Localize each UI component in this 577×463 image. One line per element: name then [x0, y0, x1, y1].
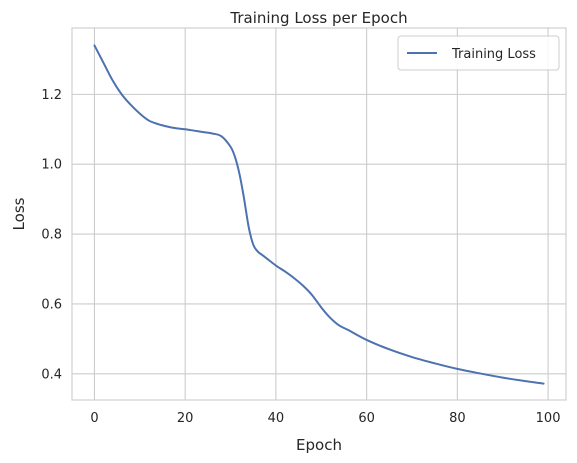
x-tick-label: 20 [177, 411, 194, 426]
grid-lines [72, 28, 566, 400]
data-point [346, 328, 351, 333]
data-point [432, 361, 437, 366]
y-axis-label: Loss [10, 197, 28, 230]
data-point [155, 122, 160, 127]
data-point [328, 315, 333, 320]
data-point [523, 379, 528, 384]
data-point [255, 249, 260, 254]
data-point [165, 124, 170, 129]
data-point [101, 60, 106, 65]
x-tick-label: 40 [268, 411, 285, 426]
data-point [119, 92, 124, 97]
data-point [174, 126, 179, 131]
data-point [201, 130, 206, 135]
data-point [409, 355, 414, 360]
data-point [128, 102, 133, 107]
y-tick-label: 1.0 [41, 158, 62, 173]
data-point [219, 134, 224, 139]
x-axis-label: Epoch [296, 436, 342, 454]
data-point [273, 263, 278, 268]
y-tick-label: 0.6 [41, 297, 62, 312]
data-point [292, 276, 297, 281]
y-tick-label: 0.8 [41, 228, 62, 243]
x-tick-label: 100 [536, 411, 561, 426]
series-group [92, 43, 546, 386]
data-point [387, 347, 392, 352]
data-point [233, 155, 238, 160]
legend: Training Loss [397, 35, 560, 71]
data-point [237, 172, 242, 177]
chart-title: Training Loss per Epoch [229, 9, 407, 27]
data-point [478, 371, 483, 376]
data-point [251, 242, 256, 247]
data-point [110, 78, 115, 83]
y-tick-label: 0.4 [41, 367, 62, 382]
x-tick-label: 80 [449, 411, 466, 426]
data-point [260, 253, 265, 258]
data-point [228, 144, 233, 149]
data-point [310, 293, 315, 298]
data-point [319, 305, 324, 310]
data-point [541, 381, 546, 386]
y-tick-label: 1.2 [41, 88, 62, 103]
plot-frame [71, 27, 567, 401]
data-point [301, 283, 306, 288]
data-point [500, 375, 505, 380]
data-point [137, 111, 142, 116]
series-line-training-loss [93, 44, 545, 385]
data-point [146, 118, 151, 123]
data-point [337, 323, 342, 328]
data-point [242, 197, 247, 202]
data-point [282, 269, 287, 274]
x-tick-label: 60 [358, 411, 375, 426]
x-tick-labels: 0 20 40 60 80 100 [90, 411, 560, 426]
x-tick-label: 0 [90, 411, 98, 426]
data-point [192, 128, 197, 133]
data-point [92, 43, 97, 48]
data-point [455, 366, 460, 371]
data-point [246, 225, 251, 230]
legend-box [397, 35, 560, 71]
data-point [264, 256, 269, 261]
data-point [210, 131, 215, 136]
data-point [364, 337, 369, 342]
data-point [183, 127, 188, 132]
legend-label-training-loss: Training Loss [451, 47, 536, 62]
y-tick-labels: 0.4 0.6 0.8 1.0 1.2 [41, 88, 62, 382]
